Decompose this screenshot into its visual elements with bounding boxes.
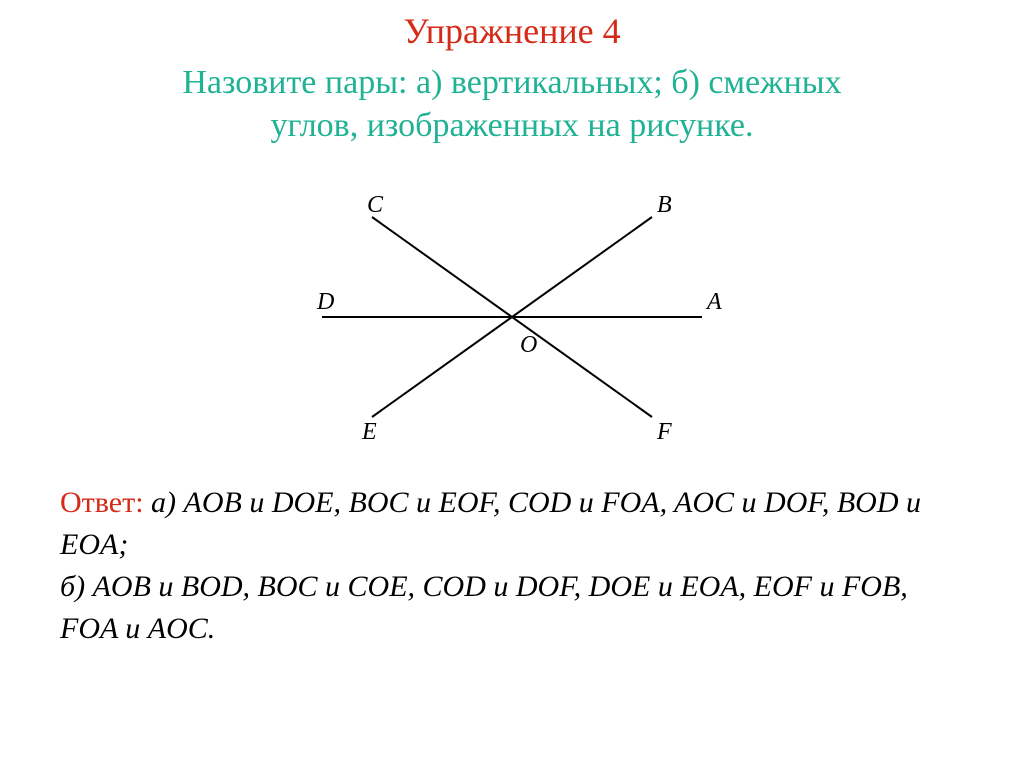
point-label-E: E (361, 419, 377, 445)
point-label-F: F (656, 419, 672, 445)
answer-a: Ответ: а) AOB и DOE, BOC и EOF, COD и FO… (60, 482, 964, 566)
diagram-svg: C B D A E F O (252, 157, 772, 467)
exercise-prompt: Назовите пары: а) вертикальных; б) смежн… (30, 62, 994, 147)
point-label-C: C (367, 192, 384, 218)
point-label-A: A (705, 289, 722, 315)
center-label-O: O (520, 332, 537, 358)
prompt-line-2: углов, изображенных на рисунке. (270, 107, 753, 144)
answer-label: Ответ: (60, 486, 144, 519)
exercise-title: Упражнение 4 (0, 10, 1024, 52)
point-label-D: D (316, 289, 334, 315)
page: Упражнение 4 Назовите пары: а) вертикаль… (0, 0, 1024, 768)
answer-b: б) AOB и BOD, BOC и COE, COD и DOF, DOE … (60, 566, 964, 650)
angle-diagram: C B D A E F O (252, 157, 772, 472)
answers-block: Ответ: а) AOB и DOE, BOC и EOF, COD и FO… (60, 482, 964, 650)
prompt-line-1: Назовите пары: а) вертикальных; б) смежн… (182, 64, 841, 101)
point-label-B: B (657, 192, 672, 218)
diagram-container: C B D A E F O (0, 157, 1024, 472)
answer-a-text: а) AOB и DOE, BOC и EOF, COD и FOA, AOC … (60, 486, 921, 561)
